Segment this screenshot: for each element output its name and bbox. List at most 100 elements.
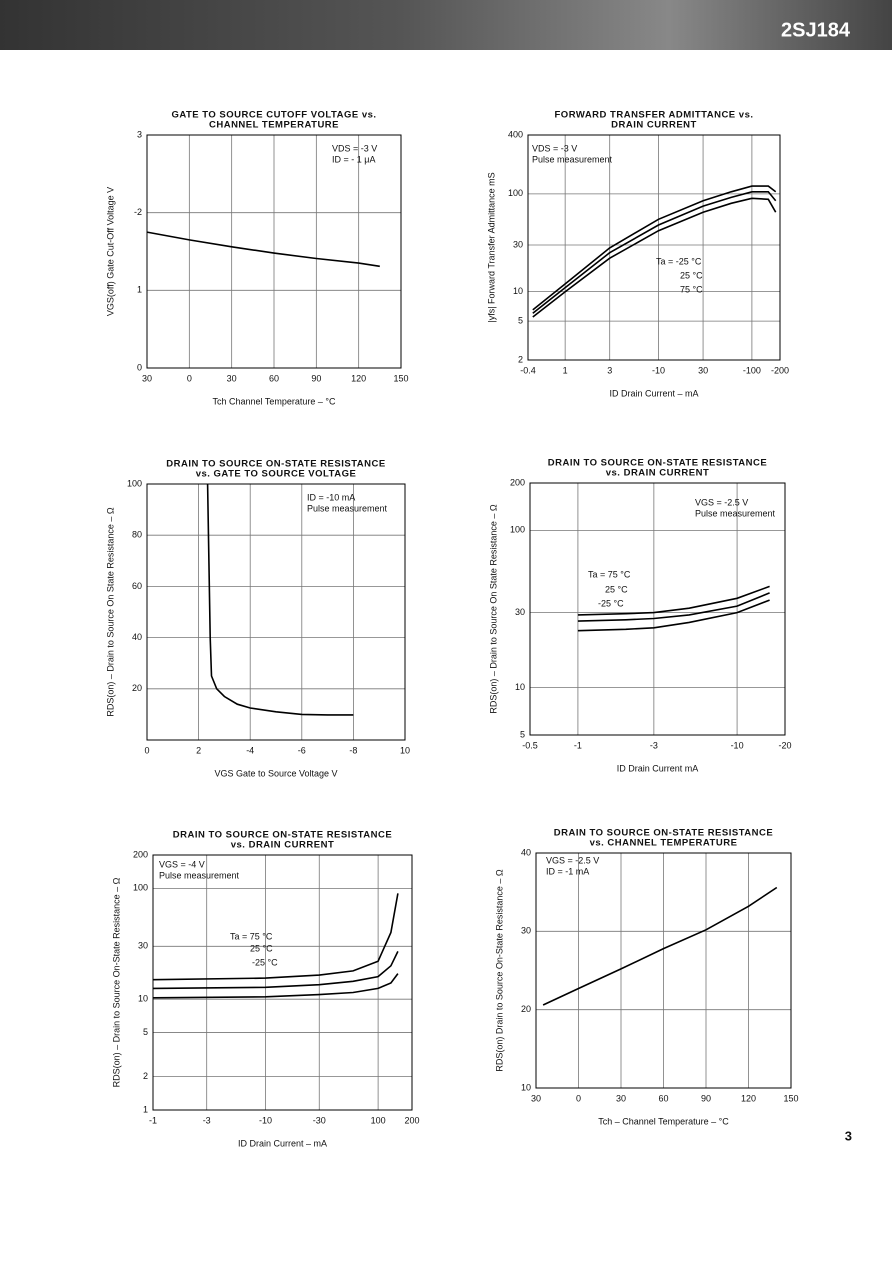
plot-frame: [527, 134, 781, 361]
y-tick-label: 2: [143, 1071, 148, 1081]
y-axis-label: |yfs| Forward Transfer Admittance mS: [486, 172, 496, 322]
data-line: [206, 483, 354, 716]
plot-frame: [146, 483, 406, 741]
header-title: 2SJ184: [781, 19, 851, 41]
x-tick-label: 60: [269, 373, 279, 383]
x-tick-label: 2: [196, 745, 201, 755]
data-line: [577, 585, 770, 616]
chart-title: DRAIN CURRENT: [611, 120, 697, 131]
x-tick-label: -4: [246, 745, 254, 755]
x-tick-label: -3: [203, 1115, 211, 1125]
x-tick-label: -1: [149, 1115, 157, 1125]
y-tick-label: 100: [508, 188, 523, 198]
series-label: Ta = 75 °C: [230, 931, 273, 941]
chart-title: DRAIN TO SOURCE ON-STATE RESISTANCE: [554, 828, 773, 839]
x-tick-label: 100: [371, 1115, 386, 1125]
series-label: 25 °C: [605, 584, 628, 594]
series-label: -25 °C: [598, 598, 624, 608]
x-tick-label: -30: [313, 1115, 326, 1125]
x-axis-label: Tch – Channel Temperature – °C: [598, 1116, 729, 1126]
annotation: Pulse measurement: [695, 508, 776, 518]
chart-title: vs. GATE TO SOURCE VOLTAGE: [196, 469, 357, 480]
plot-frame: [152, 854, 413, 1111]
annotation: VGS = -2.5 V: [546, 855, 599, 865]
x-tick-label: 200: [404, 1115, 419, 1125]
y-axis-label: RDS(on) Drain to Source On-State Resista…: [494, 869, 504, 1072]
chart-title: GATE TO SOURCE CUTOFF VOLTAGE vs.: [171, 110, 376, 121]
data-line: [152, 973, 399, 999]
x-tick-label: -20: [778, 740, 791, 750]
x-tick-label: 60: [658, 1093, 668, 1103]
header-bar: [0, 0, 892, 50]
page-number: 3: [845, 1128, 852, 1143]
y-tick-label: 10: [513, 286, 523, 296]
y-tick-label: 2: [518, 354, 523, 364]
series-label: 25 °C: [250, 943, 273, 953]
plot-frame: [529, 482, 786, 736]
y-tick-label: 60: [132, 581, 142, 591]
x-tick-label: 0: [144, 745, 149, 755]
y-tick-label: 100: [510, 525, 525, 535]
x-tick-label: 0: [187, 373, 192, 383]
x-tick-label: -3: [650, 740, 658, 750]
y-tick-label: 80: [132, 530, 142, 540]
x-tick-label: -100: [743, 365, 761, 375]
annotation: VGS = -2.5 V: [695, 497, 748, 507]
chart-title: FORWARD TRANSFER ADMITTANCE vs.: [555, 110, 754, 121]
x-tick-label: 30: [616, 1093, 626, 1103]
x-tick-label: 3: [607, 365, 612, 375]
y-axis-label: VGS(off) Gate Cut-Off Voltage V: [105, 187, 115, 316]
annotation: Pulse measurement: [159, 870, 240, 880]
x-tick-label: -1: [574, 740, 582, 750]
chart-title: vs. DRAIN CURRENT: [231, 840, 335, 851]
y-axis-label: RDS(on) – Drain to Source On-State Resis…: [111, 877, 121, 1087]
x-tick-label: 150: [783, 1093, 798, 1103]
x-tick-label: 30: [142, 373, 152, 383]
annotation: ID = -10 mA: [307, 492, 355, 502]
x-tick-label: 30: [531, 1093, 541, 1103]
data-line: [542, 886, 778, 1006]
y-tick-label: 40: [521, 847, 531, 857]
x-axis-label: VGS Gate to Source Voltage V: [214, 768, 337, 778]
data-line: [532, 197, 777, 318]
y-tick-label: 100: [127, 478, 142, 488]
y-tick-label: 100: [133, 883, 148, 893]
x-tick-label: 0: [576, 1093, 581, 1103]
x-tick-label: -10: [652, 365, 665, 375]
x-tick-label: 150: [393, 373, 408, 383]
x-tick-label: 30: [698, 365, 708, 375]
y-tick-label: 10: [515, 682, 525, 692]
chart-title: vs. DRAIN CURRENT: [606, 468, 710, 479]
y-tick-label: 10: [138, 994, 148, 1004]
chart-title: DRAIN TO SOURCE ON-STATE RESISTANCE: [166, 459, 385, 470]
x-tick-label: 1: [563, 365, 568, 375]
data-line: [577, 599, 770, 632]
x-axis-label: ID Drain Current mA: [617, 763, 699, 773]
chart-title: DRAIN TO SOURCE ON-STATE RESISTANCE: [173, 830, 392, 841]
y-axis-label: RDS(on) – Drain to Source On State Resis…: [488, 504, 498, 714]
x-tick-label: 90: [701, 1093, 711, 1103]
y-tick-label: 200: [133, 849, 148, 859]
series-label: Ta = 75 °C: [588, 569, 631, 579]
y-tick-label: 3: [137, 129, 142, 139]
annotation: VGS = -4 V: [159, 859, 205, 869]
y-axis-label: RDS(on) – Drain to Source On State Resis…: [105, 507, 115, 717]
x-axis-label: ID Drain Current – mA: [238, 1138, 327, 1148]
annotation: ID = - 1 μA: [332, 154, 375, 164]
series-label: -25 °C: [252, 957, 278, 967]
y-tick-label: 20: [521, 1004, 531, 1014]
x-axis-label: ID Drain Current – mA: [609, 388, 698, 398]
x-axis-label: Tch Channel Temperature – °C: [213, 396, 336, 406]
plot-frame: [146, 134, 402, 369]
y-tick-label: 10: [521, 1082, 531, 1092]
y-tick-label: 5: [520, 729, 525, 739]
y-tick-label: 0: [137, 362, 142, 372]
data-line: [532, 191, 777, 314]
x-tick-label: 120: [351, 373, 366, 383]
y-tick-label: 20: [132, 683, 142, 693]
annotation: VDS = -3 V: [532, 143, 577, 153]
x-tick-label: -10: [731, 740, 744, 750]
x-tick-label: -8: [349, 745, 357, 755]
data-line: [577, 592, 770, 622]
